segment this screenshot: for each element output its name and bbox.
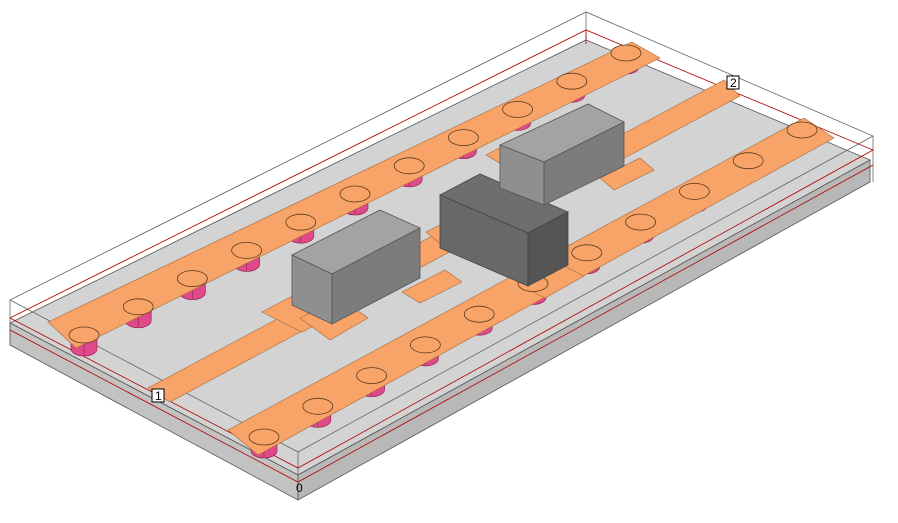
via-pad (356, 367, 388, 385)
via-pad (732, 152, 764, 170)
component-side-face (331, 227, 421, 325)
via-pad (502, 101, 533, 118)
copper-pad (401, 269, 463, 304)
air-box-red-boundary-bottom (9, 164, 874, 483)
components (291, 103, 625, 325)
port-label-2: 2 (730, 76, 737, 90)
via-pad (447, 129, 479, 147)
via-pad (610, 44, 642, 62)
component-middle (439, 173, 569, 287)
port-marker-2[interactable]: 2 (726, 75, 740, 90)
via-pad (248, 428, 280, 446)
origin-label: 0 (296, 481, 303, 495)
substrate (9, 39, 871, 501)
port-marker-1[interactable]: 1 (151, 388, 165, 403)
via-pad (679, 182, 710, 200)
via-pad (393, 157, 425, 175)
component-left (291, 209, 421, 325)
via-pad (68, 326, 100, 344)
port-label-1: 1 (155, 389, 162, 403)
component-side-face (527, 211, 569, 287)
air-box-wireframe (9, 11, 874, 500)
via-pad (409, 336, 441, 354)
component-side-face (543, 121, 625, 206)
component-right (498, 103, 625, 206)
via-pad (625, 213, 656, 231)
via-pad (571, 244, 603, 262)
via-pad (556, 72, 588, 90)
via-pad (786, 121, 818, 139)
via-pad (302, 397, 334, 415)
air-box-red-boundary (9, 29, 874, 469)
via-pad (339, 185, 371, 203)
copper-pad (599, 157, 655, 191)
via-pad (231, 241, 263, 259)
via-pad (122, 298, 154, 316)
via-pad (285, 213, 317, 231)
via-pad (463, 305, 495, 323)
via-pad (176, 270, 208, 288)
